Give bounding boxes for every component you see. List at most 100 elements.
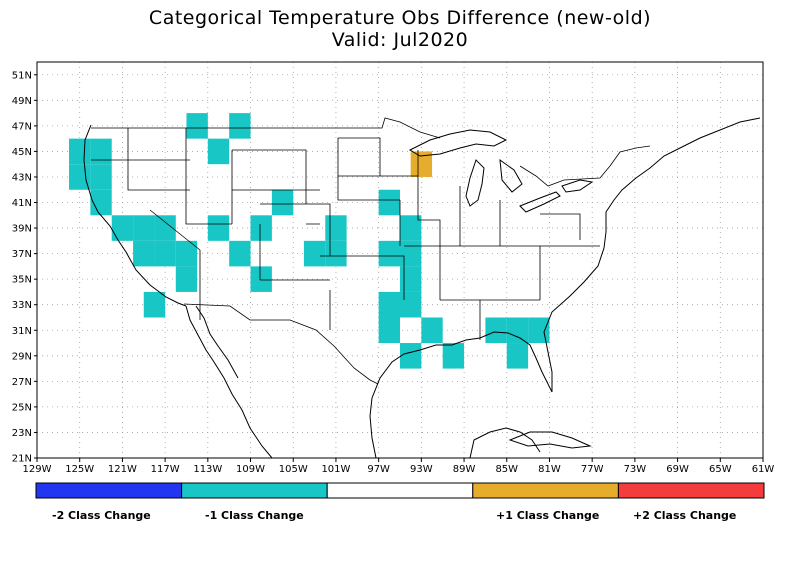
lon-tick-label: 93W [410, 464, 433, 475]
lon-tick-label: 121W [108, 464, 137, 475]
lake-erie [519, 191, 561, 213]
cell-plus1 [410, 151, 433, 177]
legend-label-plus2: +2 Class Change [633, 509, 737, 522]
lon-tick-label: 89W [453, 464, 476, 475]
latitude-labels: 51N 49N 47N 45N 43N 41N 39N 37N 35N 33N 31N 29N 27N 2… [12, 70, 32, 464]
lat-tick-label: 25N [12, 402, 32, 413]
us-canada-border [91, 117, 651, 187]
cell-minus1 [378, 189, 400, 216]
cell-minus1 [325, 215, 347, 241]
cell-minus1 [207, 138, 230, 165]
map-subtitle: Valid: Jul2020 [331, 29, 469, 51]
cell-minus1 [175, 266, 198, 292]
axis-ticks [34, 74, 764, 462]
yucatan-coastline [469, 427, 541, 459]
longitude-labels: 129W 125W 121W 117W 113W 109W 105W 101W 97W 93W 89… [23, 464, 775, 475]
lat-tick-label: 43N [12, 172, 32, 183]
lon-tick-label: 77W [581, 464, 604, 475]
lon-tick-label: 113W [193, 464, 222, 475]
legend-swatch-minus2 [35, 482, 183, 499]
lat-tick-label: 29N [12, 351, 32, 362]
lat-tick-label: 33N [12, 300, 32, 311]
cell-minus1 [325, 240, 347, 267]
lon-tick-label: 125W [65, 464, 94, 475]
cell-minus1 [400, 266, 422, 292]
legend-swatch-minus1 [181, 482, 328, 499]
cell-minus1 [378, 240, 400, 267]
cell-minus1 [400, 215, 422, 241]
lon-tick-label: 65W [709, 464, 732, 475]
mexico-west-coastline [185, 305, 273, 459]
lon-tick-label: 73W [624, 464, 647, 475]
lake-michigan [465, 159, 485, 207]
state-lines [91, 128, 600, 340]
cell-minus1 [400, 240, 422, 267]
lon-tick-label: 129W [23, 464, 52, 475]
cell-minus1 [154, 240, 176, 267]
cell-minus1 [303, 240, 326, 267]
legend-label-plus1: +1 Class Change [496, 509, 600, 522]
lon-tick-label: 105W [279, 464, 308, 475]
lat-tick-label: 35N [12, 275, 32, 286]
cell-minus1 [175, 240, 198, 267]
lon-tick-label: 61W [752, 464, 775, 475]
cell-minus1 [90, 138, 112, 165]
cell-minus1 [111, 215, 134, 241]
lon-tick-label: 97W [367, 464, 390, 475]
us-mexico-border [183, 303, 379, 385]
cell-minus1 [207, 215, 230, 241]
map-frame [36, 61, 764, 459]
legend-swatch-plus2 [617, 482, 765, 499]
cell-minus1 [69, 138, 91, 165]
cell-minus1 [506, 343, 529, 369]
atlantic-coastline [543, 117, 761, 392]
lat-tick-label: 45N [12, 147, 32, 158]
cuba-coastline [508, 431, 592, 449]
cell-minus1 [528, 317, 550, 344]
lat-tick-label: 31N [12, 326, 32, 337]
cell-minus1 [442, 343, 465, 369]
cell-minus1 [186, 113, 208, 139]
gulf-of-california-coastline [195, 305, 239, 379]
cell-minus1 [69, 164, 91, 190]
political-boundaries [91, 117, 651, 385]
color-legend [35, 482, 765, 499]
lat-tick-label: 37N [12, 249, 32, 260]
map-border [36, 61, 764, 459]
lat-tick-label: 47N [12, 121, 32, 132]
legend-swatch-none [326, 482, 474, 499]
legend-label-minus1: -1 Class Change [205, 509, 304, 522]
cell-minus1 [400, 343, 422, 369]
cell-minus1 [250, 215, 272, 241]
cell-minus1 [506, 317, 529, 344]
difference-cells [69, 113, 550, 369]
map-title: Categorical Temperature Obs Difference (… [148, 7, 652, 29]
gulf-coastline [369, 331, 553, 459]
legend-label-minus2: -2 Class Change [52, 509, 151, 522]
gridlines [36, 62, 764, 459]
cell-minus1 [250, 266, 272, 292]
lat-tick-label: 49N [12, 96, 32, 107]
cell-minus1 [133, 215, 155, 241]
lat-tick-label: 51N [12, 70, 32, 81]
lat-tick-label: 41N [12, 198, 32, 209]
cell-minus1 [400, 291, 422, 318]
lat-tick-label: 23N [12, 428, 32, 439]
cell-minus1 [271, 189, 294, 216]
lon-tick-label: 117W [151, 464, 180, 475]
lon-tick-label: 85W [495, 464, 518, 475]
lon-tick-label: 69W [666, 464, 689, 475]
pacific-coastline [83, 124, 187, 307]
cell-minus1 [90, 189, 112, 216]
cell-minus1 [133, 240, 155, 267]
cell-minus1 [378, 291, 400, 318]
cell-minus1 [378, 317, 400, 344]
cell-minus1 [143, 291, 166, 318]
coastlines [83, 117, 761, 459]
lake-ontario [561, 179, 594, 193]
lake-huron [499, 158, 523, 193]
cell-minus1 [154, 215, 176, 241]
lon-tick-label: 109W [236, 464, 265, 475]
cell-minus1 [90, 164, 112, 190]
